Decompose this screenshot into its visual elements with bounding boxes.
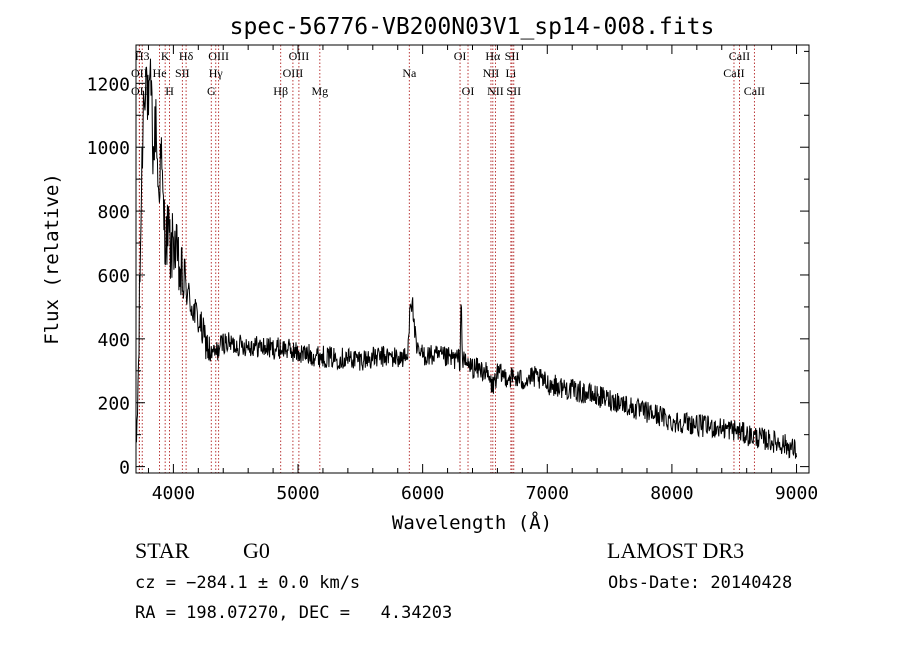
x-axis-label: Wavelength (Å) — [392, 511, 552, 534]
x-tick-label: 7000 — [526, 483, 569, 504]
line-marker-label: K — [161, 49, 170, 63]
line-marker-label: OIII — [283, 66, 304, 80]
line-marker-label: OI — [454, 49, 467, 63]
line-marker-label: OII — [131, 66, 148, 80]
y-tick-label: 1200 — [87, 74, 130, 95]
y-axis-label: Flux (relative) — [41, 173, 63, 345]
y-tick-label: 200 — [97, 394, 130, 415]
line-marker-label: H — [165, 84, 174, 98]
chart-title: spec-56776-VB200N03V1_sp14-008.fits — [230, 14, 715, 40]
line-marker-label: Na — [402, 66, 417, 80]
spectrum-series-line — [135, 58, 797, 459]
line-marker-label: OIII — [208, 49, 229, 63]
line-marker-label: CaII — [729, 49, 750, 63]
object-type-label: STAR — [135, 538, 190, 563]
line-marker-label: H3 — [135, 49, 150, 63]
line-marker-label: OI — [462, 84, 475, 98]
line-marker-label: Hδ — [179, 49, 194, 63]
y-axis-ticks: 0 200 400 600 800 1000 1200 — [87, 50, 809, 479]
survey-label: LAMOST DR3 — [607, 538, 745, 563]
line-marker-label: Hα — [485, 49, 501, 63]
line-marker-label: Li — [506, 66, 517, 80]
y-tick-label: 600 — [97, 266, 130, 287]
spectrum-chart: spec-56776-VB200N03V1_sp14-008.fits H3 OI… — [41, 14, 818, 534]
x-tick-label: 9000 — [775, 483, 818, 504]
redshift-cz-label: cz = −284.1 ± 0.0 km/s — [135, 573, 361, 593]
line-marker-label: He — [153, 66, 167, 80]
observation-date-label: Obs-Date: 20140428 — [608, 573, 793, 593]
line-marker-label: NII — [487, 84, 504, 98]
y-tick-label: 800 — [97, 202, 130, 223]
y-tick-label: 0 — [119, 458, 130, 479]
line-marker-label: SII — [506, 84, 521, 98]
line-marker-label: SII — [505, 49, 520, 63]
line-marker-label: SII — [175, 66, 190, 80]
y-tick-label: 400 — [97, 330, 130, 351]
plot-frame — [135, 44, 810, 474]
y-tick-label: 1000 — [87, 138, 130, 159]
line-marker-label: OIII — [289, 49, 310, 63]
line-marker-lines — [138, 45, 755, 473]
x-axis-ticks: 4000 5000 6000 7000 8000 9000 — [147, 45, 818, 504]
object-subclass-label: G0 — [243, 538, 270, 563]
line-marker-label: Hγ — [209, 66, 224, 80]
line-marker-label: CaII — [744, 84, 765, 98]
x-tick-label: 5000 — [276, 483, 319, 504]
line-marker-label: Mg — [311, 84, 328, 98]
x-tick-label: 6000 — [401, 483, 444, 504]
line-marker-label: Hβ — [273, 84, 288, 98]
ra-dec-label: RA = 198.07270, DEC = 4.34203 — [135, 603, 453, 623]
line-marker-label: G — [207, 84, 216, 98]
x-tick-label: 4000 — [152, 483, 195, 504]
line-marker-label: CaII — [723, 66, 744, 80]
x-tick-label: 8000 — [650, 483, 693, 504]
line-marker-label: NII — [483, 66, 500, 80]
